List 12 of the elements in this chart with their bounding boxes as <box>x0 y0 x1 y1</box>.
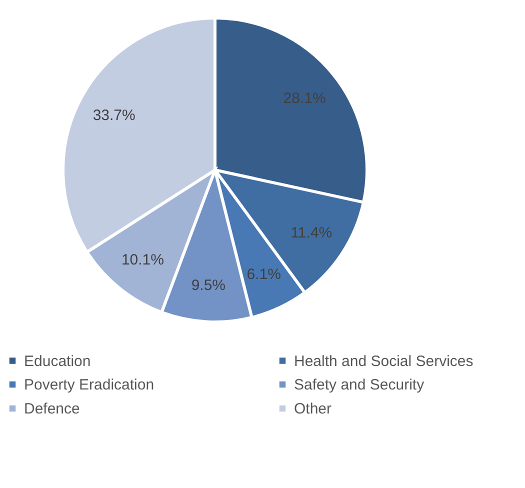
data-label: 28.1% <box>283 90 326 107</box>
data-label: 11.4% <box>290 224 332 242</box>
data-label: 6.1% <box>246 266 281 284</box>
data-label: 10.1% <box>121 251 164 268</box>
data-label: 9.5% <box>191 276 226 294</box>
legend-label: Poverty Eradication <box>24 376 154 394</box>
legend-label: Safety and Security <box>294 376 425 394</box>
legend-label: Health and Social Services <box>294 352 474 370</box>
legend-label: Other <box>294 400 332 418</box>
data-label: 33.7% <box>92 106 136 124</box>
legend-label: Defence <box>24 400 80 418</box>
legend-label: Education <box>24 352 91 370</box>
